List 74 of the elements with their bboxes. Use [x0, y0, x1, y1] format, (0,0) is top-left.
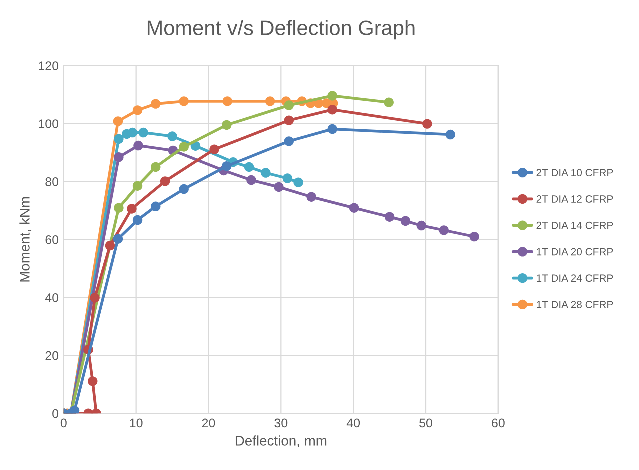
point [105, 240, 116, 251]
point [400, 216, 411, 226]
point [114, 134, 124, 144]
point [328, 104, 338, 115]
point [132, 215, 143, 226]
legend-label: 1T DIA 28 CFRP [537, 301, 614, 308]
point [114, 203, 124, 213]
point [90, 293, 100, 303]
legend-label: 2T DIA 12 CFRP [536, 196, 614, 203]
x-axis-title: Deflection, mm [236, 436, 327, 448]
x-tick-label: 30 [274, 418, 288, 428]
y-tick-label: 20 [46, 351, 59, 360]
point [261, 168, 271, 178]
point [88, 376, 98, 386]
point [114, 152, 124, 162]
y-tick-label: 40 [45, 293, 59, 302]
legend-label: 1T DIA 24 CFRP [537, 274, 614, 282]
point [179, 96, 189, 106]
x-tick-label: 0 [60, 418, 67, 428]
legend-label: 1T DIA 20 CFRP [537, 248, 614, 256]
y-axis-title: Moment, kNm [20, 197, 32, 282]
point [151, 99, 161, 109]
point [160, 176, 170, 186]
point [282, 174, 293, 184]
point [151, 202, 161, 212]
point [284, 116, 294, 126]
point [127, 204, 137, 214]
y-tick-label: 0 [52, 409, 59, 418]
point [244, 162, 254, 172]
point [222, 120, 232, 130]
legend-label: 2T DIA 14 CFRP [536, 222, 614, 230]
x-tick-label: 60 [492, 418, 505, 428]
point [113, 234, 124, 244]
x-tick-label: 50 [420, 418, 432, 428]
point [179, 184, 189, 194]
point [284, 136, 294, 146]
point [113, 116, 124, 126]
point [70, 406, 80, 414]
point [328, 124, 338, 134]
y-tick-label: 120 [39, 62, 59, 70]
point [246, 175, 256, 186]
point [306, 192, 316, 202]
y-tick-label: 100 [39, 120, 59, 128]
point [265, 96, 276, 106]
point [134, 140, 144, 151]
x-tick-label: 20 [202, 418, 216, 428]
x-tick-label: 40 [346, 418, 360, 428]
point [151, 162, 161, 172]
point [168, 132, 178, 142]
point [132, 106, 143, 116]
point [328, 91, 338, 101]
x-tick-label: 10 [130, 418, 143, 428]
point [210, 144, 220, 154]
point [384, 212, 395, 222]
point [349, 203, 360, 213]
point [222, 96, 232, 106]
legend-label: 2T DIA 10 CFRP [536, 169, 614, 177]
point [384, 98, 394, 108]
point [274, 182, 284, 192]
point [439, 226, 449, 236]
point [422, 119, 432, 129]
point [416, 220, 427, 231]
y-tick-label: 80 [46, 178, 59, 186]
point [128, 128, 138, 138]
point [470, 232, 480, 242]
point [284, 100, 294, 110]
point [294, 178, 304, 188]
point [222, 162, 232, 172]
chart-title: Moment v/s Deflection Graph [148, 20, 415, 40]
point [132, 181, 143, 191]
y-tick-label: 60 [46, 236, 59, 244]
point [138, 128, 148, 138]
point [446, 130, 456, 140]
point [179, 142, 189, 152]
